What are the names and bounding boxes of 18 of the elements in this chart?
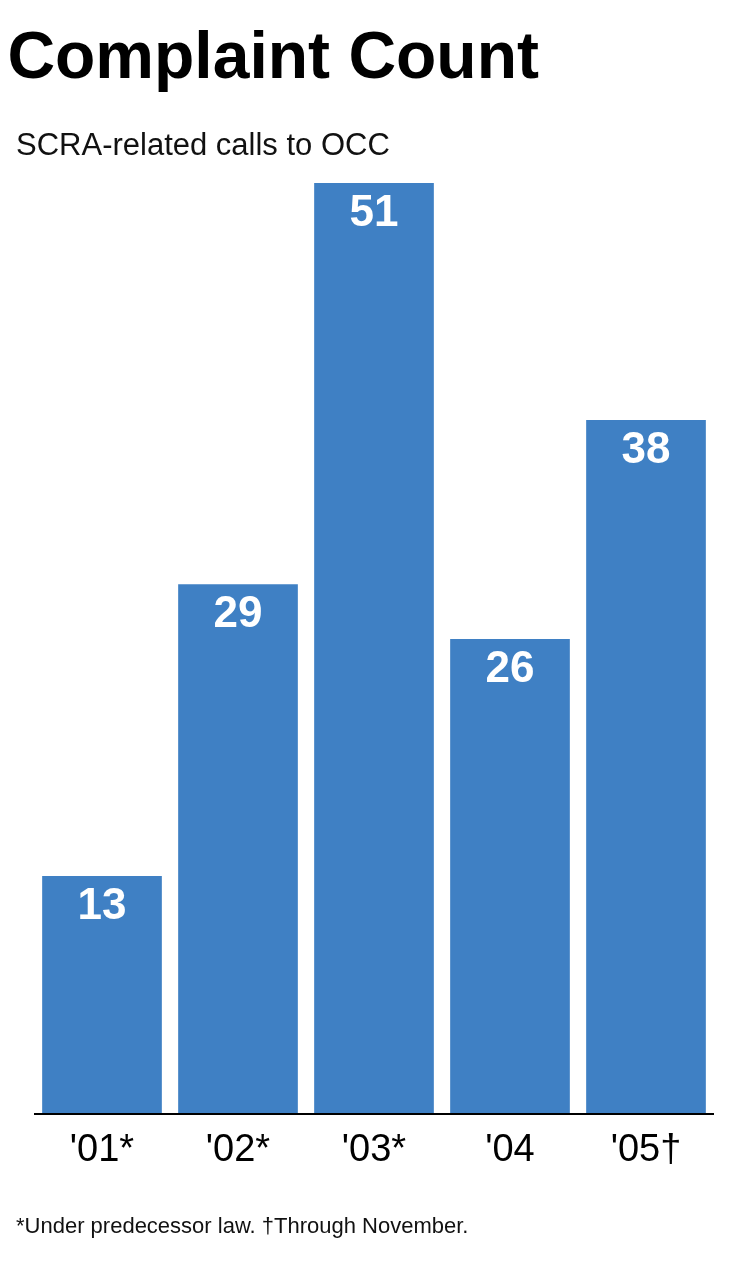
x-tick-label: '03* — [341, 1126, 407, 1169]
chart-subtitle: SCRA-related calls to OCC — [16, 127, 390, 162]
data-label: 13 — [77, 878, 127, 928]
bar — [450, 638, 570, 1113]
chart-title: Complaint Count — [7, 17, 539, 92]
bar — [42, 875, 162, 1113]
x-tick-label: '02* — [205, 1126, 271, 1169]
data-label: 38 — [621, 423, 671, 473]
data-label: 51 — [349, 186, 399, 235]
x-tick-label: '04 — [485, 1126, 535, 1169]
bar — [586, 420, 706, 1113]
bar — [314, 183, 434, 1113]
data-label: 29 — [213, 587, 263, 637]
data-label: 26 — [485, 641, 535, 691]
text: *Under predecessor law. †Through November. — [16, 1213, 469, 1238]
bar — [178, 584, 298, 1113]
x-tick-label: '05† — [610, 1126, 682, 1169]
x-tick-label: '01* — [69, 1126, 135, 1169]
